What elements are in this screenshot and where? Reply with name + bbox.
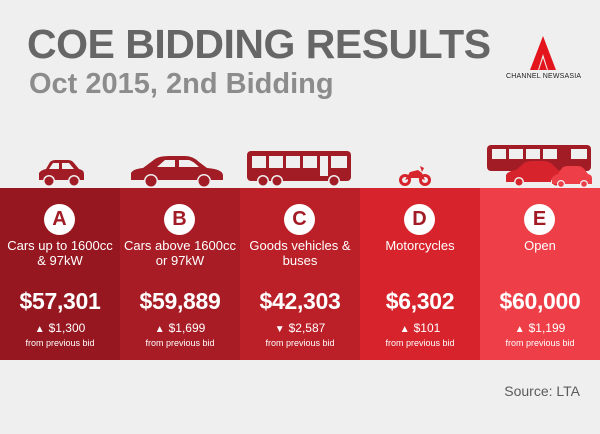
category-e-panel: E Open $60,000 ▲ $1,199 from previous bid	[480, 188, 600, 360]
sedan-car-icon	[131, 156, 223, 188]
up-arrow-icon: ▲	[514, 324, 525, 335]
category-letter-badge: C	[284, 204, 315, 235]
source-credit: Source: LTA	[504, 383, 580, 399]
category-price: $60,000	[499, 288, 581, 314]
mixed-vehicles-icon	[487, 145, 592, 188]
category-letter-badge: D	[404, 204, 435, 235]
category-description: Cars up to 1600cc & 97kW	[7, 238, 113, 268]
bus-icon	[247, 151, 351, 187]
category-price: $42,303	[259, 288, 341, 314]
up-arrow-icon: ▲	[154, 324, 165, 335]
category-price: $57,301	[19, 288, 101, 314]
change-note: from previous bid	[25, 338, 95, 348]
small-car-icon	[39, 160, 84, 187]
category-description: Open	[524, 238, 556, 253]
motorcycle-icon	[399, 166, 431, 186]
category-description: Cars above 1600cc or 97kW	[123, 238, 236, 268]
change-amount: $2,587	[288, 321, 326, 335]
page-subtitle: Oct 2015, 2nd Bidding	[29, 68, 334, 100]
channel-newsasia-logo: CHANNEL NEWSASIA	[506, 36, 582, 88]
categories-row: A Cars up to 1600cc & 97kW $57,301 ▲ $1,3…	[0, 188, 600, 360]
page-title: COE BIDDING RESULTS	[27, 21, 491, 67]
change-note: from previous bid	[385, 338, 455, 348]
category-d-panel: D Motorcycles $6,302 ▲ $101 from previous…	[360, 188, 480, 360]
change-amount: $1,300	[48, 321, 86, 335]
logo-text: CHANNEL NEWSASIA	[506, 73, 582, 80]
price-change: ▼ $2,587	[240, 321, 360, 335]
up-arrow-icon: ▲	[399, 324, 410, 335]
change-note: from previous bid	[265, 338, 335, 348]
category-price: $59,889	[139, 288, 221, 314]
category-description: Motorcycles	[385, 238, 455, 253]
price-change: ▲ $101	[360, 321, 480, 335]
down-arrow-icon: ▼	[274, 324, 285, 335]
category-a-panel: A Cars up to 1600cc & 97kW $57,301 ▲ $1,3…	[0, 188, 120, 360]
change-note: from previous bid	[145, 338, 215, 348]
category-letter-badge: A	[44, 204, 75, 235]
category-price: $6,302	[385, 288, 455, 314]
change-amount: $1,199	[528, 321, 566, 335]
category-letter-badge: E	[524, 204, 555, 235]
price-change: ▲ $1,699	[120, 321, 240, 335]
change-amount: $101	[413, 321, 441, 335]
category-c-panel: C Goods vehicles & buses $42,303 ▼ $2,587…	[240, 188, 360, 360]
change-amount: $1,699	[168, 321, 206, 335]
price-change: ▲ $1,199	[480, 321, 600, 335]
up-arrow-icon: ▲	[34, 324, 45, 335]
change-note: from previous bid	[505, 338, 575, 348]
category-description: Goods vehicles & buses	[249, 238, 351, 268]
price-change: ▲ $1,300	[0, 321, 120, 335]
category-letter-badge: B	[164, 204, 195, 235]
channel-newsasia-icon	[530, 36, 556, 70]
category-b-panel: B Cars above 1600cc or 97kW $59,889 ▲ $1,…	[120, 188, 240, 360]
